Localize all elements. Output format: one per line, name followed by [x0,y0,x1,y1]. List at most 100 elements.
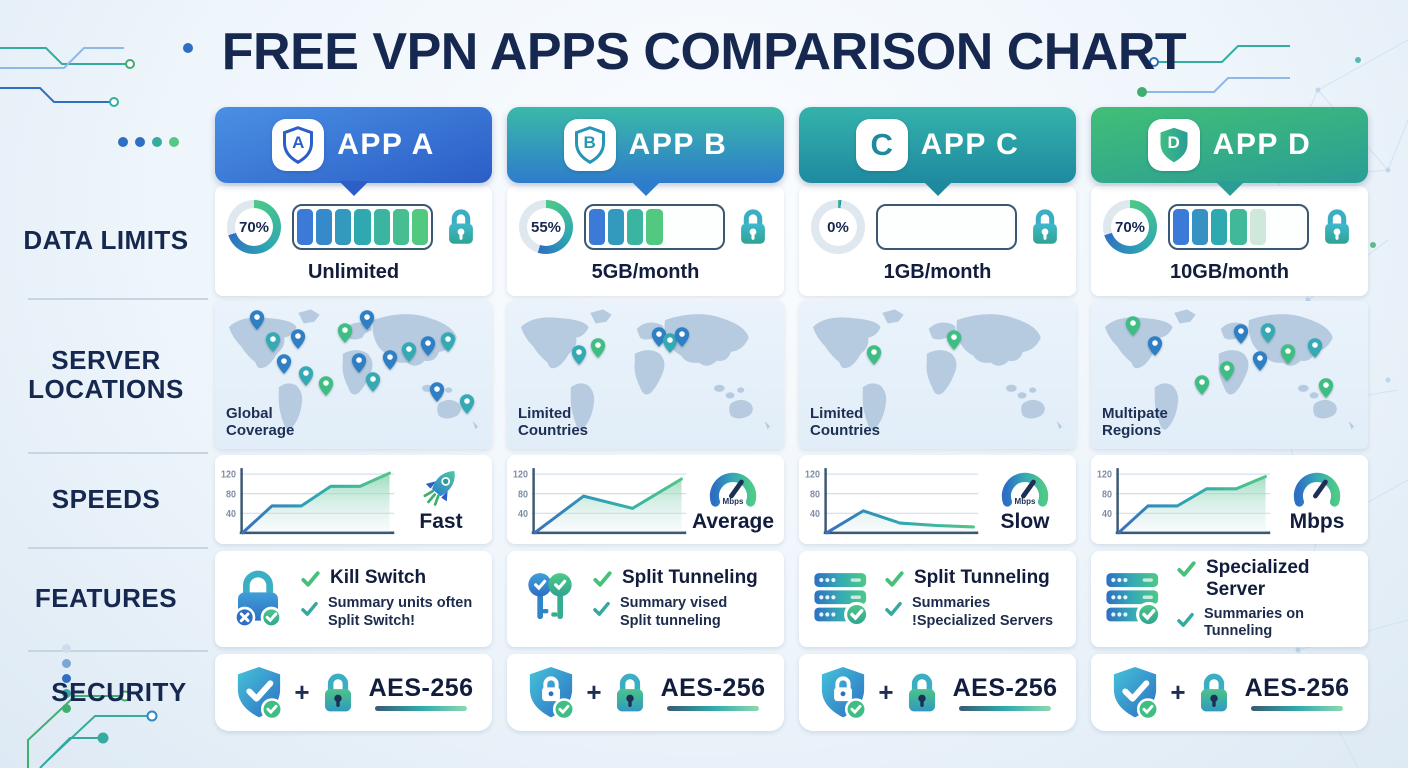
row-label-data-limits: DATA LIMITS [23,225,189,256]
encryption-label: AES-256 [368,674,474,703]
gauge-icon [1293,465,1341,509]
map-pin-icon [1193,374,1210,395]
progress-segment [1269,209,1285,245]
svg-text:40: 40 [518,508,528,518]
padlock-x-check-icon [227,569,289,629]
map-pin-icon [865,345,882,366]
map-pin-icon [317,376,334,397]
feature-title: Split Tunneling [914,567,1050,589]
map-pin-icon [571,345,588,366]
check-icon [299,598,320,619]
app-a-column: A APP A 70% Unlimited Global Coverage [215,107,492,731]
check-icon [883,567,906,590]
feature-detail: Summary vised Split tunneling [620,595,728,629]
progress-segment [608,209,625,245]
progress-segment [958,209,974,245]
progress-segment [938,209,954,245]
features-panel: Split Tunneling Summary vised Split tunn… [507,551,784,647]
progress-segment [881,209,897,245]
data-limits-panel: 55% 5GB/month [507,186,784,296]
keys-check-icon [519,569,581,629]
progress-segment [1288,209,1304,245]
plus-sign: + [586,677,602,707]
server-locations-panel: Global Coverage [215,301,492,449]
app-d-title: APP D [1212,128,1312,161]
page-title: FREE VPN APPS COMPARISON CHART [221,23,1187,81]
svg-text:80: 80 [1102,488,1112,498]
gauge-icon: Mbps [709,465,757,509]
server-locations-panel: Limited Countries [507,301,784,449]
lock-icon [903,670,941,716]
data-limits-panel: 70% Unlimited [215,186,492,296]
map-pin-icon [1307,337,1324,358]
feature-detail: Summaries on Tunneling [1204,605,1304,640]
gradient-underline [959,706,1052,711]
progress-segment [996,209,1012,245]
progress-segment [297,209,314,245]
progress-segment [1230,209,1247,245]
map-pin-icon [439,331,456,352]
gauge-icon: Mbps [1001,465,1049,509]
data-usage-donut: 70% [1103,200,1157,254]
rocket-icon [417,465,465,509]
features-panel: Specialized Server Summaries on Tunnelin… [1091,551,1368,647]
lock-icon [1320,206,1354,248]
progress-segment [316,209,333,245]
shield-d-icon: D [1147,119,1200,171]
header-pointer [630,181,661,196]
feature-title: Split Tunneling [622,567,758,589]
divider [28,650,208,652]
svg-text:40: 40 [810,508,820,518]
features-panel: Kill Switch Summary units often Split Sw… [215,551,492,647]
plus-sign: + [878,677,894,707]
server-coverage-label: Multipate Regions [1102,404,1168,440]
progress-segment [666,209,682,245]
app-b-header: B APP B [507,107,784,196]
encryption-label: AES-256 [1244,674,1350,703]
data-limit-value: 1GB/month [883,261,992,283]
progress-segment [392,209,409,245]
progress-segment [1249,209,1266,245]
server-locations-panel: Limited Countries [799,301,1076,449]
speed-rating: Slow [1000,510,1050,533]
speeds-panel: 120 80 40 Mbps [1091,455,1368,544]
map-pin-icon [946,330,963,351]
data-usage-donut: 0% [811,200,865,254]
letter-c-icon: C [855,119,908,171]
header-pointer [338,181,369,196]
progress-segment [589,209,606,245]
shield-a-icon: A [272,119,325,171]
map-pin-icon [1279,343,1296,364]
speed-rating: Mbps [1289,510,1345,533]
check-icon [883,598,904,619]
speeds-panel: 120 80 40 Mbps Average [507,455,784,544]
data-progress-bar [876,204,1017,250]
app-c-title: APP C [920,128,1020,161]
progress-segment [685,209,701,245]
svg-text:40: 40 [1102,508,1112,518]
map-pin-icon [428,382,445,403]
speeds-panel: 120 80 40 Fast [215,455,492,544]
data-limit-value: Unlimited [307,261,400,283]
divider [28,452,208,454]
lock-icon [611,670,649,716]
map-pin-icon [265,331,282,352]
plus-sign: + [1170,677,1186,707]
row-label-server-locations: SERVER LOCATIONS [28,344,184,404]
data-limit-value: 5GB/month [591,261,700,283]
lock-icon [1028,206,1062,248]
map-pin-icon [359,309,376,330]
map-pin-icon [337,322,354,343]
check-icon [591,567,614,590]
map-pin-icon [420,336,437,357]
check-icon [1175,609,1196,630]
plus-sign: + [294,677,310,707]
map-pin-icon [276,354,293,375]
map-pin-icon [290,328,307,349]
speed-chart: 120 80 40 [219,461,398,539]
map-pin-icon [381,349,398,370]
check-icon [299,567,322,590]
map-pin-icon [248,309,265,330]
security-panel: + AES-256 [215,654,492,731]
